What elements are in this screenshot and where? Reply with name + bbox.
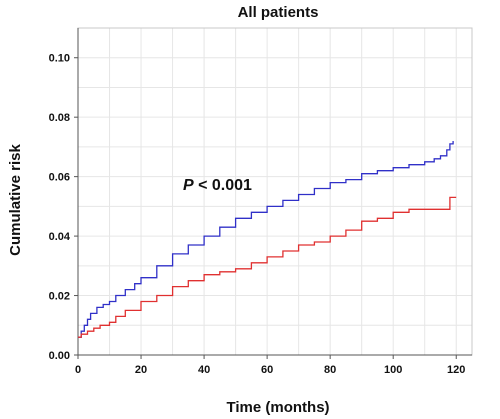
p-value-annotation: P < 0.001: [183, 177, 252, 194]
y-axis-label: Cumulative risk: [7, 143, 24, 255]
x-axis-label: Time (months): [226, 399, 329, 416]
x-tick-label: 40: [198, 364, 210, 376]
p-value-text: < 0.001: [194, 177, 252, 194]
series-line-red: [78, 196, 457, 338]
y-tick-label: 0.00: [49, 350, 70, 362]
grid: [78, 27, 472, 355]
y-tick-label: 0.04: [49, 231, 71, 243]
plot-frame: [77, 27, 473, 356]
series-line-blue: [78, 141, 454, 338]
y-tick-label: 0.06: [49, 172, 70, 184]
axes: [74, 27, 473, 359]
x-tick-label: 0: [75, 364, 81, 376]
x-tick-label: 120: [447, 364, 465, 376]
x-tick-label: 60: [261, 364, 273, 376]
x-tick-label: 20: [135, 364, 147, 376]
chart-title: All patients: [238, 4, 319, 21]
p-value-prefix: P: [183, 177, 194, 194]
y-tick-label: 0.08: [49, 112, 70, 124]
tick-labels: 0 20 40 60 80 100 120 0.00 0.02 0.04 0.06 0.08 0.10: [49, 53, 466, 376]
x-tick-label: 80: [324, 364, 336, 376]
y-tick-label: 0.10: [49, 53, 70, 65]
y-tick-label: 0.02: [49, 291, 70, 303]
series-layer: [78, 141, 457, 338]
x-tick-label: 100: [384, 364, 402, 376]
